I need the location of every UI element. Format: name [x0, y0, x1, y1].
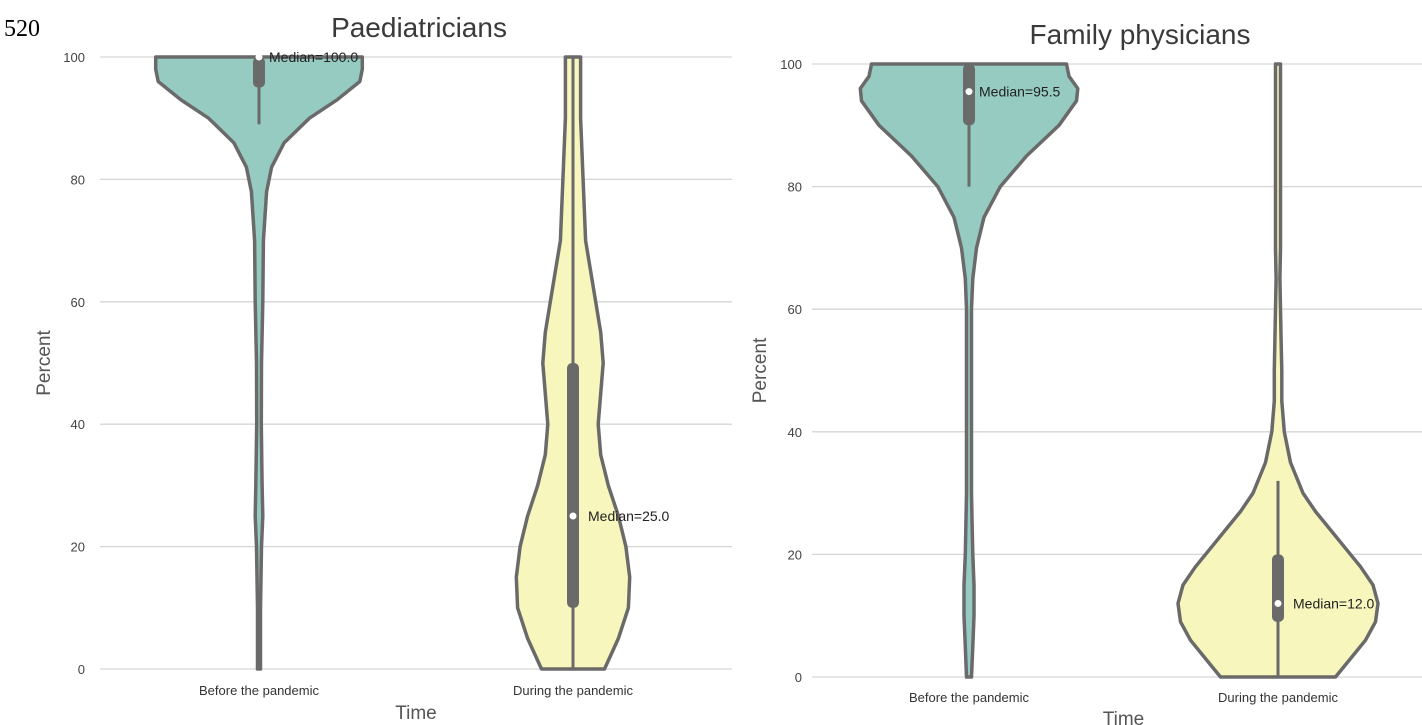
- violin-iqr-box: [567, 363, 579, 608]
- y-axis-label: Percent: [34, 330, 55, 396]
- median-label: Median=25.0: [588, 508, 670, 524]
- y-tick-label: 20: [71, 540, 85, 555]
- chart-title: Paediatricians: [331, 12, 507, 43]
- chart-title: Family physicians: [1030, 19, 1251, 50]
- x-tick-label: Before the pandemic: [199, 683, 319, 698]
- x-tick-label: During the pandemic: [1218, 690, 1338, 705]
- x-tick-label: During the pandemic: [513, 683, 633, 698]
- y-tick-label: 80: [71, 172, 85, 187]
- y-tick-label: 100: [63, 50, 85, 65]
- median-marker: [255, 53, 263, 61]
- x-axis-label: Time: [395, 703, 437, 724]
- median-marker: [569, 512, 577, 520]
- y-tick-label: 0: [795, 670, 802, 685]
- violin-iqr-box: [253, 57, 265, 88]
- y-tick-label: 100: [780, 57, 802, 72]
- chart-panel-2: 0 20 40 60 80 100 Median=95.5 Median=12.0 Before…: [750, 19, 1422, 725]
- y-tick-label: 40: [788, 425, 802, 440]
- y-tick-label: 0: [78, 662, 85, 677]
- x-axis-label: Time: [1103, 709, 1145, 725]
- median-label: Median=95.5: [979, 84, 1061, 100]
- median-marker: [1274, 599, 1282, 607]
- violin-body: [153, 55, 365, 671]
- y-axis-label: Percent: [750, 337, 771, 403]
- chart-panel-1: 0 20 40 60 80 100 Median=100.0 Median=25.0 Befor…: [34, 12, 732, 724]
- page-number: 520: [4, 16, 40, 42]
- y-tick-label: 60: [71, 295, 85, 310]
- y-tick-label: 80: [788, 180, 802, 195]
- y-tick-label: 60: [788, 302, 802, 317]
- violin-body: [858, 62, 1080, 679]
- median-label: Median=100.0: [269, 49, 358, 65]
- median-label: Median=12.0: [1293, 595, 1375, 611]
- violin-body: [1176, 62, 1380, 679]
- median-marker: [965, 88, 973, 96]
- y-tick-label: 40: [71, 417, 85, 432]
- violin-iqr-box: [1272, 554, 1284, 622]
- y-tick-label: 20: [788, 547, 802, 562]
- x-tick-label: Before the pandemic: [909, 690, 1029, 705]
